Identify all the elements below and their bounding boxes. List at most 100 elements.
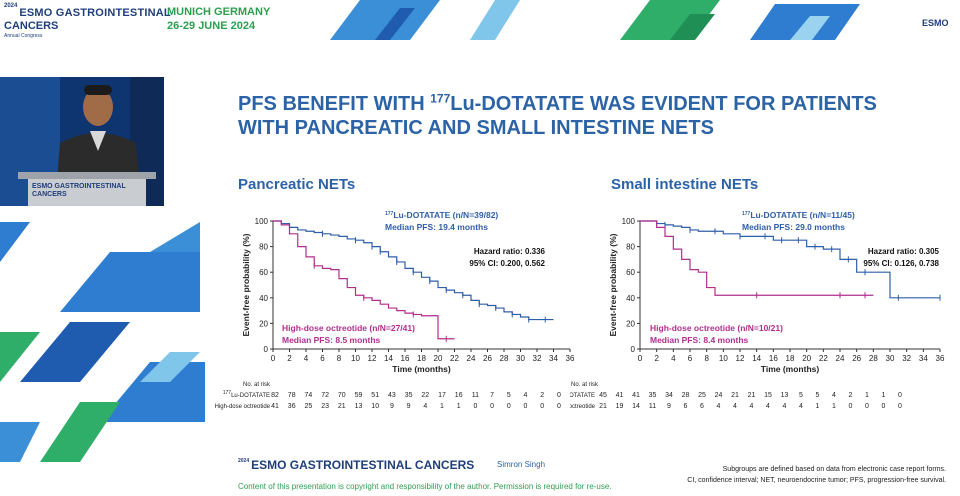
risk-value: 36 — [288, 403, 296, 410]
speaker-video: ESMO GASTROINTESTINAL CANCERS — [0, 77, 164, 206]
risk-row-label: 177Lu-DOTATATE — [570, 390, 595, 399]
esmo-logo: ESMO — [922, 18, 949, 28]
risk-value: 4 — [783, 403, 787, 410]
left-decoration — [0, 222, 205, 462]
risk-value: 41 — [632, 392, 640, 399]
hazard-ratio: Hazard ratio: 0.305 — [868, 247, 940, 256]
risk-value: 13 — [781, 392, 789, 399]
y-tick-label: 40 — [626, 294, 635, 303]
risk-value: 41 — [271, 403, 279, 410]
risk-value: 0 — [882, 403, 886, 410]
y-tick-label: 100 — [255, 217, 269, 226]
risk-value: 25 — [305, 403, 313, 410]
risk-value: 9 — [667, 403, 671, 410]
x-axis-label: Time (months) — [761, 364, 820, 374]
risk-value: 21 — [731, 392, 739, 399]
risk-value: 0 — [898, 403, 902, 410]
risk-value: 25 — [698, 392, 706, 399]
series-median-octreotide: Median PFS: 8.5 months — [282, 335, 381, 345]
brand-line2: CANCERS — [4, 20, 59, 32]
risk-row-label-sup: 177 — [223, 390, 232, 396]
x-tick-label: 20 — [434, 354, 443, 363]
brand-line3: Annual Congress — [4, 33, 43, 39]
series-label-lu-main: Lu-DOTATATE (n/N=39/82) — [393, 210, 498, 220]
risk-value: 1 — [865, 392, 869, 399]
y-tick-label: 60 — [259, 268, 268, 277]
risk-value: 1 — [816, 403, 820, 410]
slide-title: PFS BENEFIT WITH 177Lu-DOTATATE WAS EVID… — [238, 92, 938, 140]
y-tick-label: 100 — [622, 217, 636, 226]
risk-value: 0 — [865, 403, 869, 410]
x-tick-label: 8 — [704, 354, 709, 363]
risk-value: 4 — [733, 403, 737, 410]
risk-value: 74 — [305, 392, 313, 399]
x-tick-label: 32 — [902, 354, 911, 363]
x-tick-label: 16 — [769, 354, 778, 363]
y-axis-label: Event-free probability (%) — [241, 233, 251, 336]
header-decoration — [330, 0, 860, 40]
copyright-notice: Content of this presentation is copyrigh… — [238, 482, 612, 491]
risk-value: 21 — [748, 392, 756, 399]
risk-value: 41 — [616, 392, 624, 399]
footnote-abbreviations: CI, confidence interval; NET, neuroendoc… — [687, 477, 946, 484]
risk-value: 5 — [816, 392, 820, 399]
y-tick-label: 80 — [626, 243, 635, 252]
x-tick-label: 6 — [688, 354, 693, 363]
x-tick-label: 0 — [271, 354, 276, 363]
title-sup: 177 — [430, 91, 451, 106]
risk-value: 7 — [490, 392, 494, 399]
risk-value: 13 — [355, 403, 363, 410]
risk-row-label: 177Lu-DOTATATE — [223, 390, 270, 399]
series-label-octreotide: High-dose octreotide (n/N=27/41) — [282, 323, 415, 333]
series-label-lu-sup: 177 — [742, 211, 751, 217]
presenter-name: Simron Singh — [497, 460, 546, 469]
risk-value: 14 — [632, 403, 640, 410]
footnote-subgroups: Subgroups are defined based on data from… — [722, 466, 946, 473]
y-tick-label: 80 — [259, 243, 268, 252]
x-tick-label: 20 — [802, 354, 811, 363]
x-tick-label: 6 — [320, 354, 325, 363]
x-tick-label: 10 — [351, 354, 360, 363]
title-pre: PFS BENEFIT WITH — [238, 93, 431, 115]
risk-value: 1 — [457, 403, 461, 410]
risk-value: 22 — [421, 392, 429, 399]
x-tick-label: 34 — [919, 354, 928, 363]
x-tick-label: 22 — [819, 354, 828, 363]
risk-value: 1 — [440, 403, 444, 410]
risk-table-header: No. at risk — [243, 382, 271, 388]
title-line2: WITH PANCREATIC AND SMALL INTESTINE NETS — [238, 117, 714, 139]
x-tick-label: 0 — [638, 354, 643, 363]
risk-value: 21 — [599, 403, 607, 410]
risk-value: 0 — [849, 403, 853, 410]
risk-row-label: High-dose octreotide — [570, 404, 596, 410]
title-post: Lu-DOTATATE WAS EVIDENT FOR PATIENTS — [450, 93, 877, 115]
x-tick-label: 36 — [566, 354, 575, 363]
y-tick-label: 20 — [259, 319, 268, 328]
risk-value: 35 — [405, 392, 413, 399]
km-curve-series-0 — [640, 220, 940, 299]
risk-value: 2 — [540, 392, 544, 399]
series-label-lu-main: Lu-DOTATATE (n/N=11/45) — [750, 210, 855, 220]
x-tick-label: 28 — [500, 354, 509, 363]
speaker-video-image — [0, 77, 164, 206]
risk-value: 5 — [507, 392, 511, 399]
x-tick-label: 24 — [836, 354, 845, 363]
x-tick-label: 22 — [450, 354, 459, 363]
risk-value: 4 — [832, 392, 836, 399]
risk-value: 0 — [557, 392, 561, 399]
x-tick-label: 14 — [752, 354, 761, 363]
risk-value: 0 — [473, 403, 477, 410]
risk-value: 59 — [355, 392, 363, 399]
x-tick-label: 10 — [719, 354, 728, 363]
risk-value: 51 — [371, 392, 379, 399]
x-tick-label: 24 — [467, 354, 476, 363]
risk-row-label-main: Lu-DOTATATE — [570, 393, 595, 399]
risk-value: 6 — [684, 403, 688, 410]
y-tick-label: 20 — [626, 319, 635, 328]
risk-value: 82 — [271, 392, 279, 399]
x-tick-label: 32 — [533, 354, 542, 363]
risk-value: 0 — [507, 403, 511, 410]
risk-value: 19 — [616, 403, 624, 410]
y-tick-label: 0 — [631, 345, 636, 354]
